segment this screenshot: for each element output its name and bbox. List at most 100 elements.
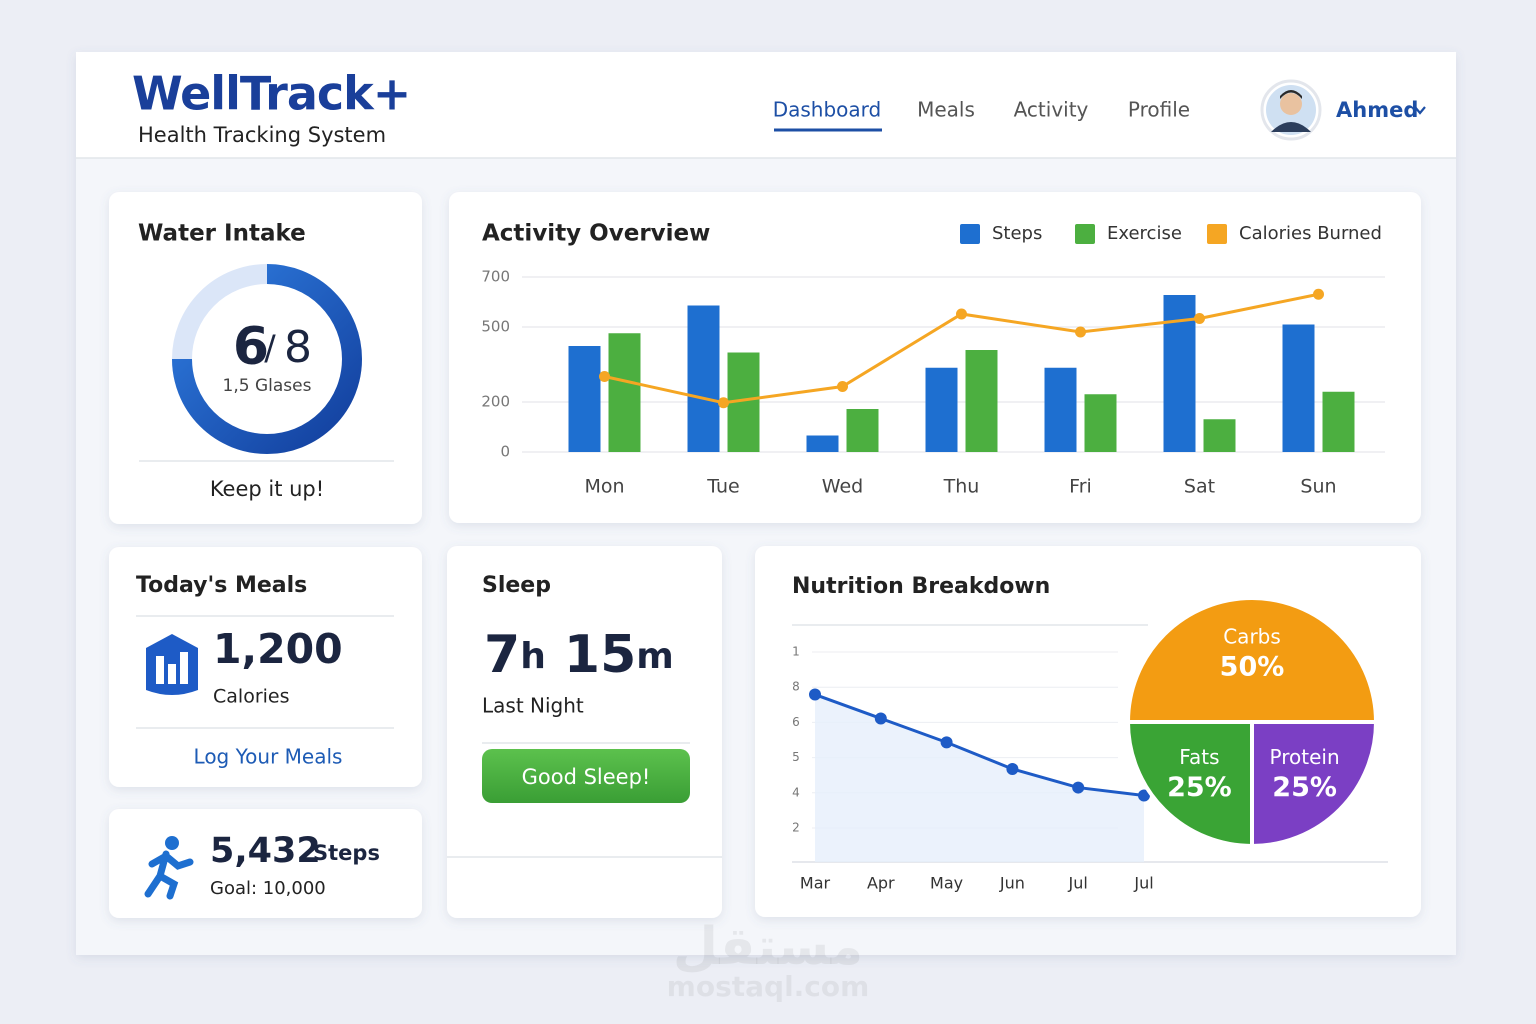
bar: [1084, 394, 1117, 452]
water-goal: 8: [284, 322, 312, 373]
y-tick-label: 4: [792, 785, 800, 799]
x-tick-label: Mon: [584, 476, 624, 498]
sleep-hours: 7: [484, 625, 520, 685]
legend-label: Exercise: [1107, 223, 1182, 244]
running-icon: [144, 836, 194, 900]
point: [1138, 789, 1150, 802]
legend-label: Steps: [992, 223, 1042, 244]
icon-bar: [156, 656, 164, 684]
bar: [806, 435, 839, 452]
y-tick-label: 0: [500, 443, 510, 461]
bar: [965, 350, 998, 452]
steps-unit: Steps: [313, 841, 380, 865]
steps-goal: Goal: 10,000: [210, 878, 326, 899]
icon-body: [144, 850, 194, 900]
pie-value-label: 50%: [1220, 651, 1285, 682]
y-tick-label: 500: [481, 318, 510, 336]
bar: [1044, 367, 1077, 452]
y-tick-label: 700: [481, 268, 510, 286]
log-meals-link[interactable]: Log Your Meals: [194, 745, 343, 769]
y-tick-label: 5: [792, 750, 800, 764]
bar: [925, 367, 958, 452]
user-menu-chevron[interactable]: [1414, 106, 1426, 115]
water-unit: 1,5 Glases: [223, 376, 312, 396]
card-title: Sleep: [482, 573, 551, 598]
watermark: مستقل: [673, 917, 863, 977]
point: [599, 371, 610, 382]
avatar[interactable]: [1260, 79, 1322, 141]
avatar-hair: [1280, 90, 1302, 99]
header: [76, 52, 1456, 158]
brand-subtitle: Health Tracking System: [138, 123, 386, 147]
meals-calories: 1,200: [213, 625, 343, 673]
user-name[interactable]: Ahmed: [1336, 98, 1418, 122]
sleep-badge: [482, 749, 690, 803]
y-tick-label: 1: [792, 645, 800, 659]
point: [874, 712, 887, 725]
legend-swatch: [1207, 224, 1227, 244]
sleep-minutes: 15: [546, 625, 636, 685]
pie-slice: [1250, 720, 1379, 849]
point: [1072, 781, 1085, 794]
water-current: 6: [233, 317, 269, 377]
point: [956, 308, 967, 320]
sleep-caption: Last Night: [482, 694, 584, 718]
area: [815, 694, 1144, 862]
legend-swatch: [1075, 224, 1095, 244]
sleep-duration: 7h 15m: [484, 625, 674, 685]
icon-head: [165, 836, 179, 850]
y-tick-label: 2: [792, 821, 800, 835]
bar: [608, 333, 641, 452]
pie-slice: [1125, 596, 1379, 724]
x-tick-label: Sat: [1184, 476, 1215, 498]
watermark: mostaql.com: [667, 970, 870, 1003]
x-tick-label: Apr: [867, 874, 895, 893]
point: [718, 397, 729, 409]
nutrition-pie: Carbs 50% Protein 25% Fats 25%: [1125, 596, 1379, 849]
x-tick-label: May: [930, 874, 963, 893]
water-ring: [172, 264, 362, 454]
activity-chart: 700 500 200 0 Steps Exercise Calories Burned Mo…: [481, 223, 1385, 498]
x-tick-label: Fri: [1069, 476, 1092, 498]
pie-value-label: 25%: [1272, 772, 1337, 803]
sleep-card: [447, 546, 722, 918]
x-tick-label: Thu: [943, 476, 980, 498]
card-title: Today's Meals: [136, 573, 307, 598]
line: [814, 693, 1145, 798]
avatar-body: [1271, 122, 1311, 132]
bar: [846, 409, 879, 452]
x-tick-label: Mar: [800, 874, 831, 893]
y-tick-label: 200: [481, 393, 510, 411]
pie-slice: [1125, 720, 1254, 849]
pie-label: Carbs: [1223, 624, 1281, 648]
icon-bar: [168, 664, 176, 684]
point: [1075, 326, 1086, 338]
point: [1313, 288, 1324, 300]
pie-value-label: 25%: [1167, 772, 1232, 803]
meals-card: [109, 547, 422, 787]
card-title: Nutrition Breakdown: [792, 574, 1050, 599]
nav-item[interactable]: Activity: [1014, 98, 1089, 122]
steps-count: 5,432: [210, 831, 321, 871]
x-tick-label: Jul: [1133, 874, 1153, 893]
card-title: Water Intake: [138, 221, 306, 247]
water-progress: [172, 264, 362, 454]
meals-icon: [146, 634, 198, 695]
legend-label: Calories Burned: [1239, 223, 1382, 244]
bar: [1282, 324, 1315, 452]
water-card: [109, 192, 422, 524]
nutrition-trend: 1 8 6 5 4 2 Mar Apr May Jun Jul Jul: [792, 645, 1388, 893]
x-tick-label: Jul: [1068, 874, 1088, 893]
point: [809, 688, 821, 701]
sleep-minutes-unit: m: [636, 636, 674, 677]
point: [1006, 762, 1019, 775]
card-title: Activity Overview: [482, 221, 710, 247]
nav-item[interactable]: Dashboard: [773, 98, 882, 122]
nav-item[interactable]: Meals: [917, 98, 975, 122]
x-tick-label: Jun: [999, 874, 1025, 893]
nav-item[interactable]: Profile: [1128, 98, 1190, 122]
steps-card: [109, 809, 422, 918]
sleep-badge-text: Good Sleep!: [522, 765, 651, 789]
bar: [568, 346, 601, 452]
